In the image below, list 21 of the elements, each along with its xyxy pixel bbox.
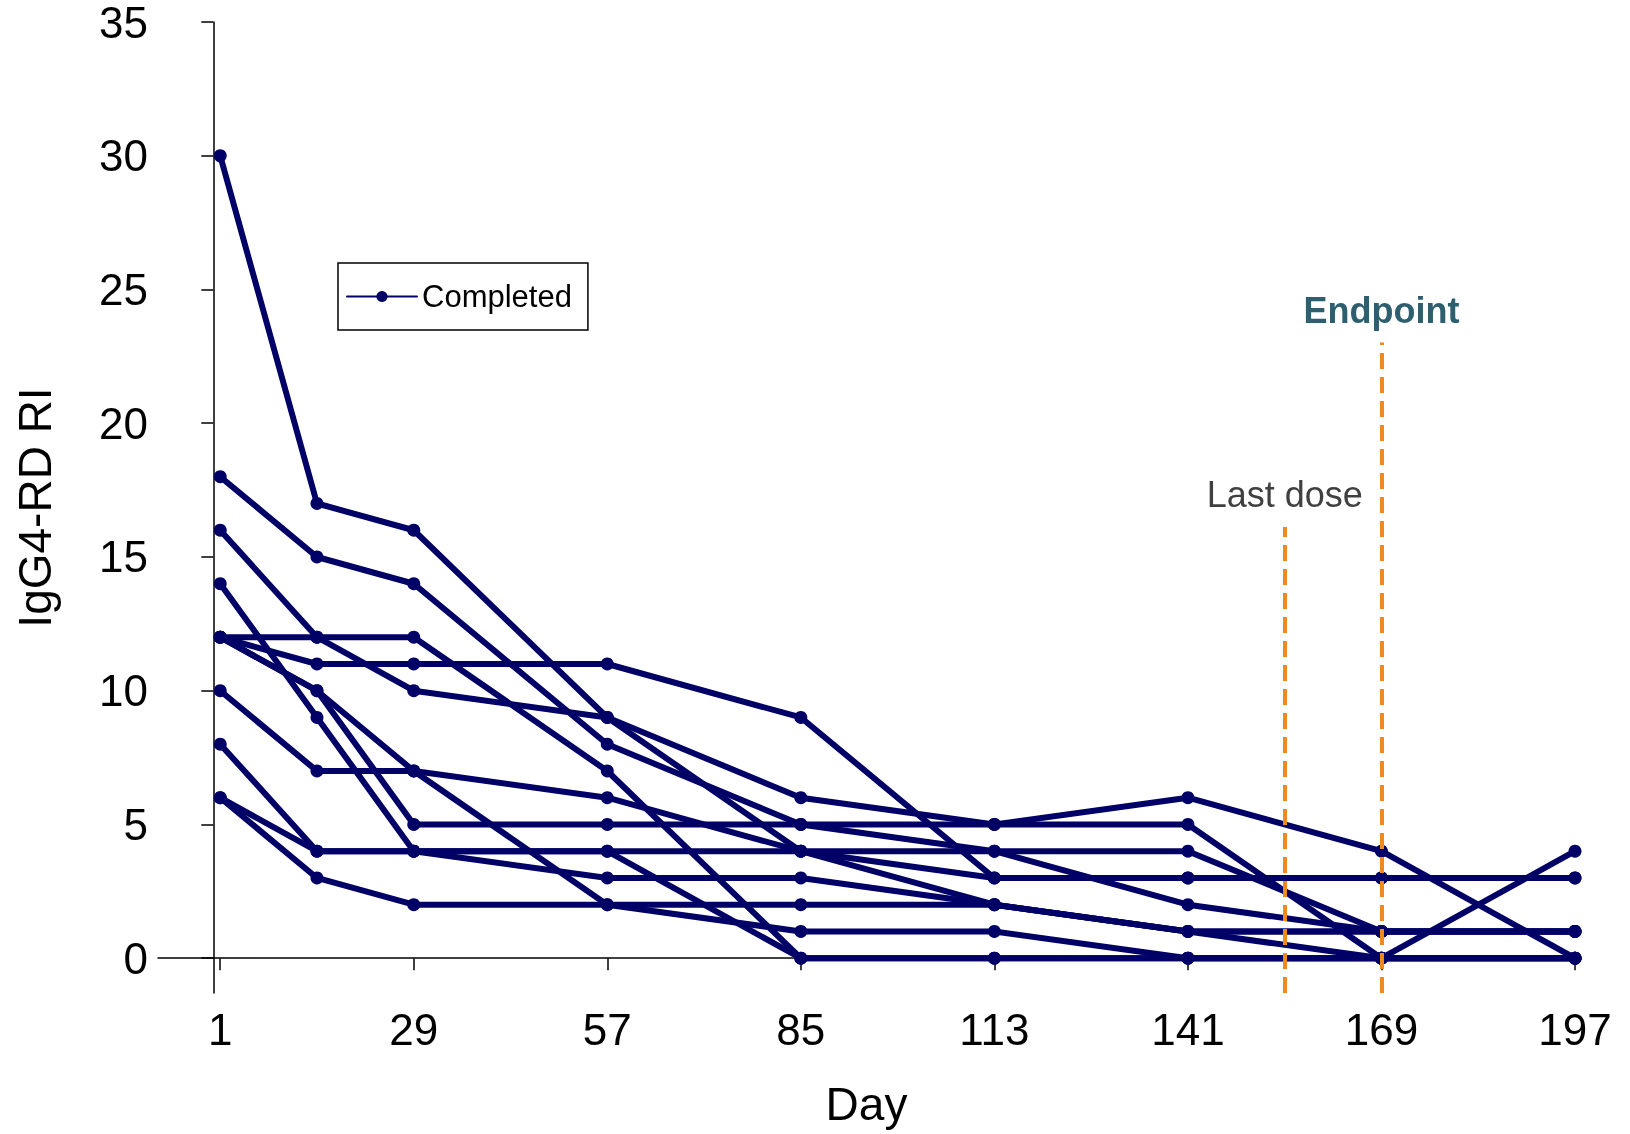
legend-label: Completed	[422, 279, 572, 314]
x-axis-title: Day	[825, 1078, 908, 1130]
y-tick-label: 20	[99, 398, 148, 448]
x-tick-label: 1	[207, 1004, 233, 1054]
x-tick-label: 29	[389, 1004, 439, 1054]
x-tick-label: 113	[959, 1004, 1030, 1054]
y-tick-label: 10	[99, 666, 148, 716]
ref-line-label: Last dose	[1206, 474, 1363, 516]
x-tick-label: 57	[582, 1004, 632, 1054]
x-tick-label: 197	[1538, 1004, 1612, 1054]
y-tick-label: 30	[99, 131, 148, 181]
x-tick-label: 141	[1151, 1004, 1225, 1054]
y-tick-label: 15	[99, 532, 148, 582]
y-tick-label: 0	[123, 933, 148, 983]
y-axis-title: IgG4-RD RI	[9, 387, 61, 628]
x-tick-label: 169	[1344, 1004, 1419, 1054]
y-tick-label: 25	[99, 264, 148, 314]
y-tick-label: 5	[123, 799, 148, 849]
x-tick-label: 85	[776, 1004, 826, 1054]
ref-line-label: Endpoint	[1303, 289, 1460, 331]
y-tick-label: 35	[99, 0, 148, 47]
